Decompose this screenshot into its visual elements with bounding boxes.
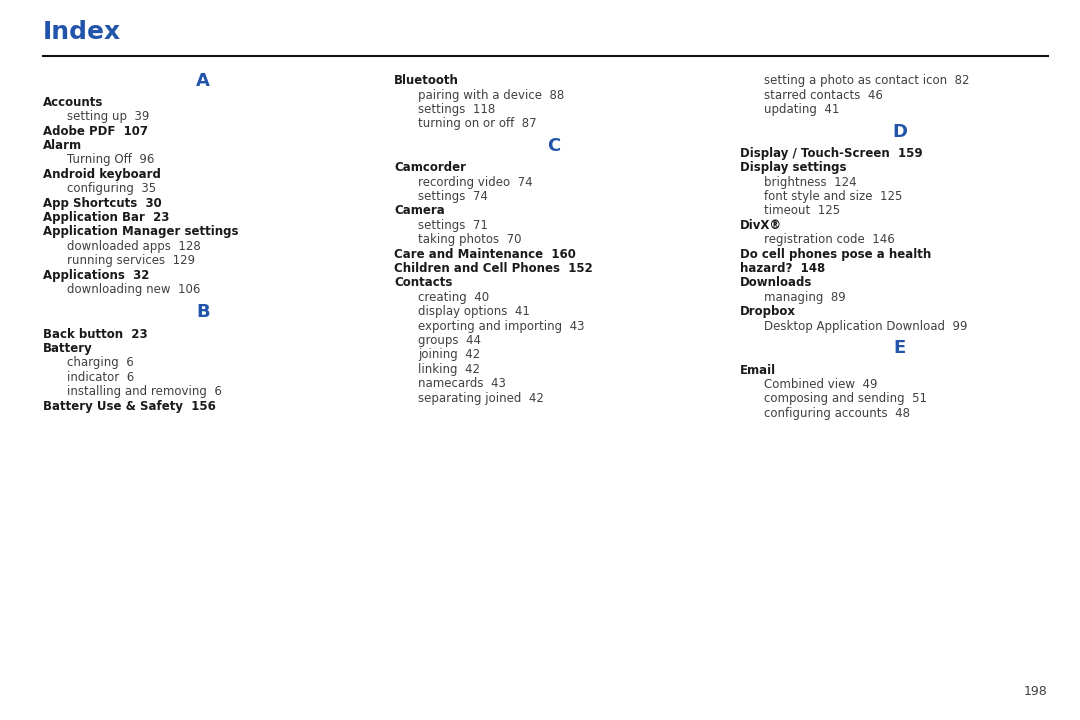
Text: managing  89: managing 89: [764, 291, 846, 304]
Text: configuring accounts  48: configuring accounts 48: [764, 407, 909, 420]
Text: Bluetooth: Bluetooth: [394, 74, 459, 87]
Text: Application Bar  23: Application Bar 23: [43, 211, 170, 224]
Text: C: C: [548, 137, 561, 155]
Text: Application Manager settings: Application Manager settings: [43, 225, 239, 238]
Text: downloaded apps  128: downloaded apps 128: [67, 240, 201, 253]
Text: recording video  74: recording video 74: [418, 176, 532, 189]
Text: joining  42: joining 42: [418, 348, 481, 361]
Text: Contacts: Contacts: [394, 276, 453, 289]
Text: setting up  39: setting up 39: [67, 110, 149, 123]
Text: taking photos  70: taking photos 70: [418, 233, 522, 246]
Text: Children and Cell Phones  152: Children and Cell Phones 152: [394, 262, 593, 275]
Text: font style and size  125: font style and size 125: [764, 190, 902, 203]
Text: Desktop Application Download  99: Desktop Application Download 99: [764, 320, 967, 333]
Text: Display / Touch-Screen  159: Display / Touch-Screen 159: [740, 147, 922, 160]
Text: linking  42: linking 42: [418, 363, 480, 376]
Text: Dropbox: Dropbox: [740, 305, 796, 318]
Text: Turning Off  96: Turning Off 96: [67, 153, 154, 166]
Text: setting a photo as contact icon  82: setting a photo as contact icon 82: [764, 74, 969, 87]
Text: Camcorder: Camcorder: [394, 161, 467, 174]
Text: separating joined  42: separating joined 42: [418, 392, 544, 405]
Text: brightness  124: brightness 124: [764, 176, 856, 189]
Text: updating  41: updating 41: [764, 103, 839, 116]
Text: charging  6: charging 6: [67, 356, 134, 369]
Text: turning on or off  87: turning on or off 87: [418, 117, 537, 130]
Text: display options  41: display options 41: [418, 305, 530, 318]
Text: Applications  32: Applications 32: [43, 269, 149, 282]
Text: Care and Maintenance  160: Care and Maintenance 160: [394, 248, 576, 261]
Text: starred contacts  46: starred contacts 46: [764, 89, 882, 102]
Text: pairing with a device  88: pairing with a device 88: [418, 89, 564, 102]
Text: composing and sending  51: composing and sending 51: [764, 392, 927, 405]
Text: running services  129: running services 129: [67, 254, 195, 267]
Text: hazard?  148: hazard? 148: [740, 262, 825, 275]
Text: downloading new  106: downloading new 106: [67, 283, 200, 296]
Text: Alarm: Alarm: [43, 139, 82, 152]
Text: installing and removing  6: installing and removing 6: [67, 385, 221, 398]
Text: groups  44: groups 44: [418, 334, 481, 347]
Text: Accounts: Accounts: [43, 96, 104, 109]
Text: Adobe PDF  107: Adobe PDF 107: [43, 125, 148, 138]
Text: creating  40: creating 40: [418, 291, 489, 304]
Text: Do cell phones pose a health: Do cell phones pose a health: [740, 248, 931, 261]
Text: Email: Email: [740, 364, 775, 377]
Text: settings  74: settings 74: [418, 190, 488, 203]
Text: B: B: [197, 304, 210, 321]
Text: App Shortcuts  30: App Shortcuts 30: [43, 197, 162, 210]
Text: timeout  125: timeout 125: [764, 204, 839, 217]
Text: DivX®: DivX®: [740, 219, 782, 232]
Text: D: D: [892, 122, 907, 141]
Text: 198: 198: [1024, 685, 1048, 698]
Text: configuring  35: configuring 35: [67, 182, 157, 195]
Text: settings  71: settings 71: [418, 219, 488, 232]
Text: E: E: [893, 340, 906, 358]
Text: Combined view  49: Combined view 49: [764, 378, 877, 391]
Text: Back button  23: Back button 23: [43, 328, 148, 341]
Text: Battery Use & Safety  156: Battery Use & Safety 156: [43, 400, 216, 413]
Text: Downloads: Downloads: [740, 276, 812, 289]
Text: A: A: [197, 71, 210, 89]
Text: settings  118: settings 118: [418, 103, 496, 116]
Text: Battery: Battery: [43, 342, 93, 355]
Text: Android keyboard: Android keyboard: [43, 168, 161, 181]
Text: indicator  6: indicator 6: [67, 371, 134, 384]
Text: Display settings: Display settings: [740, 161, 847, 174]
Text: Index: Index: [43, 20, 121, 45]
Text: Camera: Camera: [394, 204, 445, 217]
Text: exporting and importing  43: exporting and importing 43: [418, 320, 584, 333]
Text: namecards  43: namecards 43: [418, 377, 505, 390]
Text: registration code  146: registration code 146: [764, 233, 894, 246]
